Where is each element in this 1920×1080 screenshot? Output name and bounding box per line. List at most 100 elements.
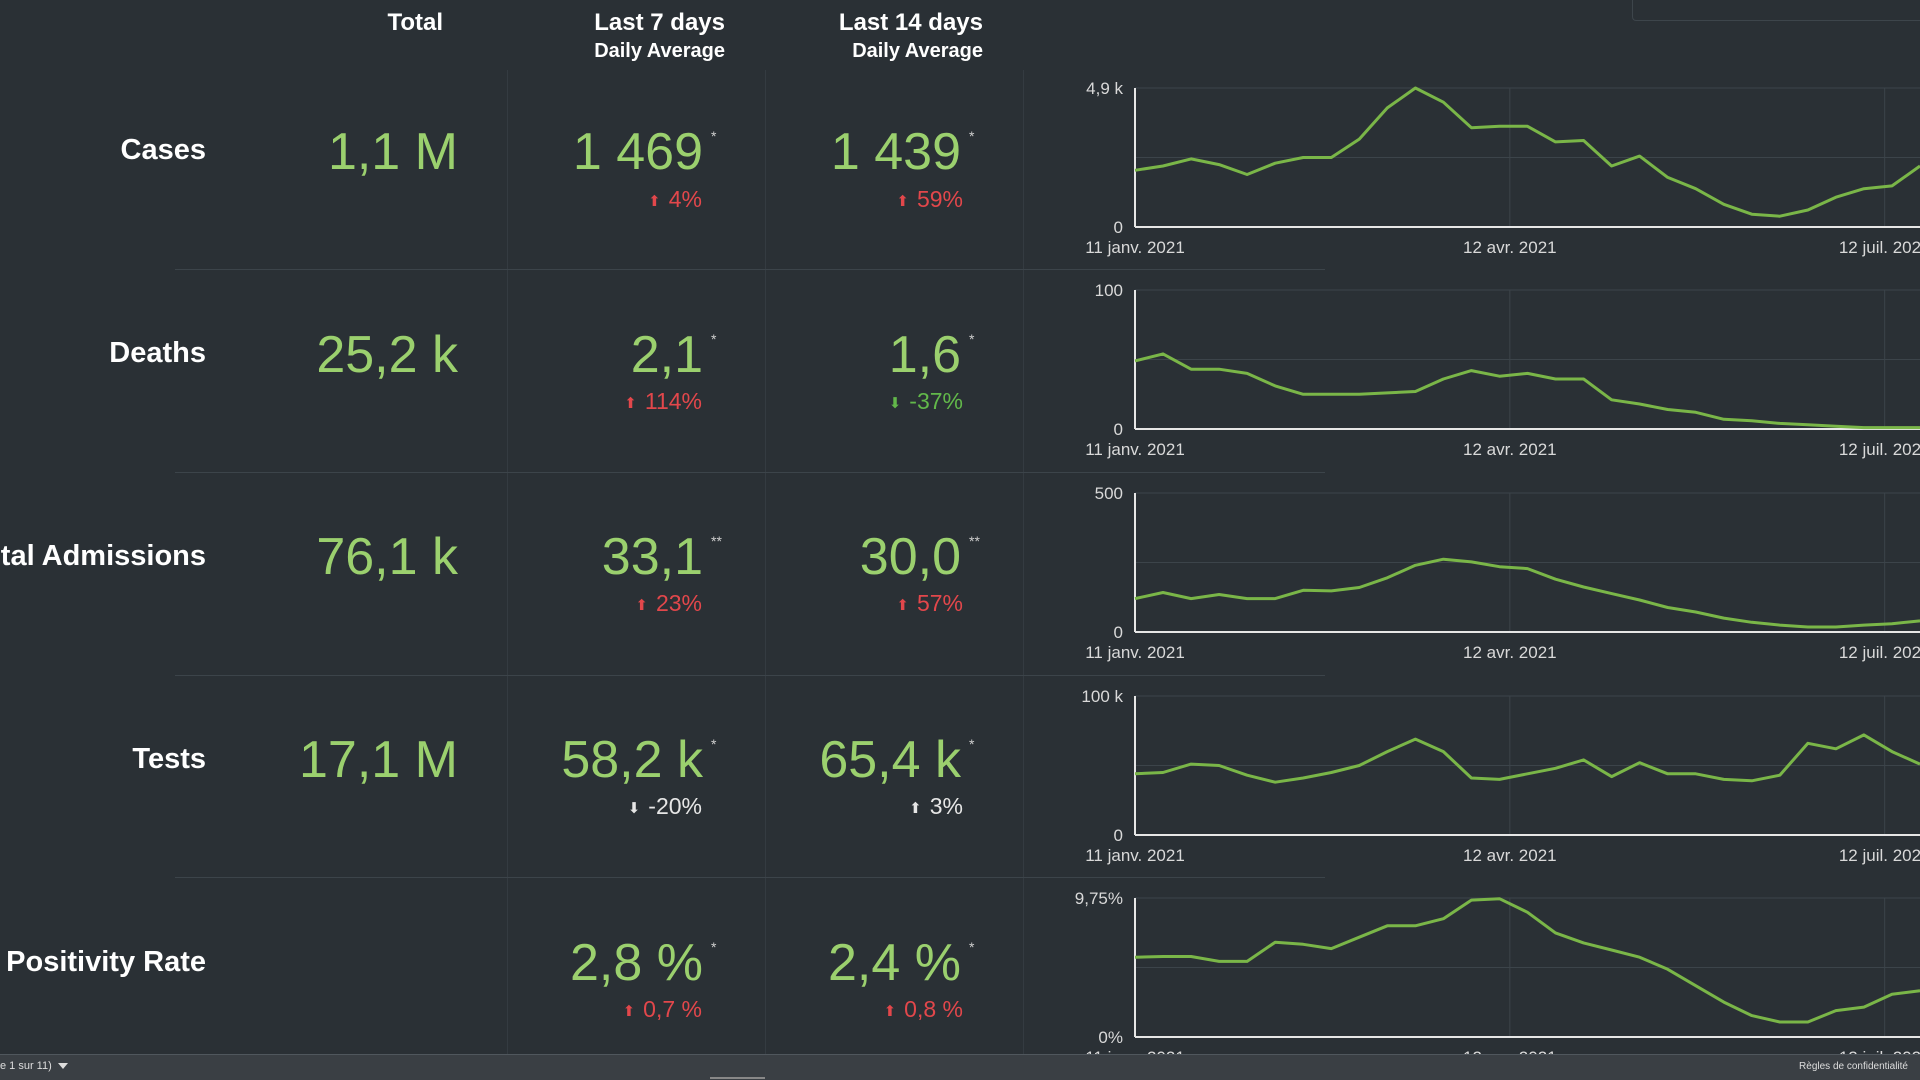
row-divider bbox=[175, 472, 1325, 473]
total-value: 17,1 M bbox=[299, 731, 458, 789]
cases-chart: 0 4,9 k 11 janv. 2021 12 avr. 2021 12 juil. … bbox=[1085, 79, 1920, 257]
y-tick-label: 0% bbox=[1098, 1028, 1123, 1047]
series-line bbox=[1134, 86, 1920, 218]
avg7-value: 33,1 bbox=[601, 528, 703, 586]
avg14-note: * bbox=[969, 331, 975, 347]
arrow-up-icon: ⬆ bbox=[635, 597, 648, 614]
arrow-up-icon: ⬆ bbox=[622, 1003, 636, 1020]
row-divider bbox=[175, 877, 1325, 878]
avg7-value: 58,2 k bbox=[561, 731, 703, 789]
header-last14: Last 14 days Daily Average bbox=[780, 8, 983, 64]
row-label: Positivity Rate bbox=[6, 946, 206, 978]
privacy-link[interactable]: Règles de confidentialité bbox=[1799, 1061, 1908, 1072]
arrow-up-icon: ⬆ bbox=[883, 1003, 897, 1020]
total-value: 25,2 k bbox=[316, 326, 458, 384]
y-tick-label: 500 bbox=[1095, 484, 1123, 503]
x-tick-label: 12 juil. 2021 bbox=[1839, 238, 1920, 257]
row-label: Deaths bbox=[109, 337, 206, 369]
series-line bbox=[1134, 897, 1920, 1024]
row-label: pital Admissions bbox=[0, 540, 206, 572]
avg14-value: 30,0 bbox=[859, 528, 961, 586]
change14-value: 0,8 % bbox=[904, 996, 963, 1022]
row-divider bbox=[175, 269, 1325, 270]
x-tick-label: 12 avr. 2021 bbox=[1463, 440, 1557, 459]
change7-value: -20% bbox=[648, 793, 702, 819]
x-tick-label: 11 janv. 2021 bbox=[1085, 643, 1185, 662]
avg14-note: * bbox=[969, 736, 975, 752]
avg7-note: ** bbox=[711, 533, 722, 549]
header-total: Total bbox=[300, 8, 443, 38]
series-line bbox=[1134, 557, 1920, 629]
avg7-value: 2,1 bbox=[630, 326, 703, 384]
header-last7-label: Last 7 days bbox=[594, 9, 725, 36]
y-tick-label: 9,75% bbox=[1075, 889, 1123, 908]
avg14-value: 65,4 k bbox=[819, 731, 961, 789]
header-last14-sub: Daily Average bbox=[852, 40, 983, 62]
change14: ⬆ 3% bbox=[909, 793, 963, 820]
change7: ⬆ 0,7 % bbox=[623, 996, 702, 1023]
change14: ⬇ -37% bbox=[889, 388, 963, 415]
total-value: 1,1 M bbox=[327, 123, 458, 181]
page-indicator[interactable]: e 1 sur 11) bbox=[0, 1060, 52, 1072]
change14-value: -37% bbox=[909, 388, 963, 414]
avg14-note: ** bbox=[969, 533, 980, 549]
series-line bbox=[1134, 733, 1920, 784]
avg7-note: * bbox=[711, 736, 717, 752]
avg14-value: 1,6 bbox=[888, 326, 961, 384]
row-label: Tests bbox=[132, 743, 206, 775]
chevron-down-icon[interactable] bbox=[58, 1063, 68, 1069]
change7: ⬇ -20% bbox=[628, 793, 702, 820]
change7-value: 4% bbox=[668, 186, 702, 212]
avg7-note: * bbox=[711, 331, 717, 347]
y-tick-label: 0 bbox=[1114, 218, 1123, 237]
y-tick-label: 0 bbox=[1114, 623, 1123, 642]
change14-value: 3% bbox=[929, 793, 963, 819]
change7-value: 23% bbox=[655, 590, 702, 616]
change7-value: 114% bbox=[644, 388, 702, 414]
change14-value: 59% bbox=[916, 186, 963, 212]
avg14-note: * bbox=[969, 128, 975, 144]
x-tick-label: 12 avr. 2021 bbox=[1463, 643, 1557, 662]
avg7-note: * bbox=[711, 128, 717, 144]
change7: ⬆ 114% bbox=[624, 388, 702, 415]
x-tick-label: 11 janv. 2021 bbox=[1085, 846, 1185, 865]
y-tick-label: 100 bbox=[1095, 281, 1123, 300]
column-divider bbox=[507, 70, 508, 1055]
x-tick-label: 11 janv. 2021 bbox=[1085, 440, 1185, 459]
arrow-up-icon: ⬆ bbox=[648, 193, 661, 210]
header-total-label: Total bbox=[387, 9, 443, 36]
header-last7: Last 7 days Daily Average bbox=[520, 8, 725, 64]
arrow-down-icon: ⬇ bbox=[627, 800, 641, 817]
change7: ⬆ 4% bbox=[648, 186, 702, 213]
header-last7-sub: Daily Average bbox=[594, 40, 725, 62]
change14: ⬆ 0,8 % bbox=[884, 996, 963, 1023]
arrow-up-icon: ⬆ bbox=[624, 395, 637, 412]
y-tick-label: 0 bbox=[1114, 826, 1123, 845]
avg7-note: * bbox=[711, 939, 717, 955]
avg14-value: 1 439 bbox=[830, 123, 961, 181]
footer-bar: e 1 sur 11) Règles de confidentialité bbox=[0, 1054, 1920, 1080]
x-tick-label: 12 avr. 2021 bbox=[1463, 846, 1557, 865]
deaths-chart: 0 100 11 janv. 2021 12 avr. 2021 12 juil. 20… bbox=[1085, 281, 1920, 459]
arrow-up-icon: ⬆ bbox=[896, 193, 909, 210]
arrow-down-icon: ⬇ bbox=[888, 395, 902, 412]
change14-value: 57% bbox=[916, 590, 963, 616]
avg14-note: * bbox=[969, 939, 975, 955]
header-last14-label: Last 14 days bbox=[838, 9, 983, 36]
top-right-panel bbox=[1632, 0, 1920, 21]
column-divider bbox=[765, 70, 766, 1055]
arrow-up-icon: ⬆ bbox=[896, 597, 909, 614]
avg14-value: 2,4 % bbox=[828, 934, 961, 992]
row-divider bbox=[175, 675, 1325, 676]
x-tick-label: 12 juil. 2021 bbox=[1839, 440, 1920, 459]
scroll-indicator bbox=[710, 1077, 765, 1079]
x-tick-label: 12 juil. 2021 bbox=[1839, 643, 1920, 662]
x-tick-label: 11 janv. 2021 bbox=[1085, 238, 1185, 257]
avg7-value: 1 469 bbox=[572, 123, 703, 181]
x-tick-label: 12 avr. 2021 bbox=[1463, 238, 1557, 257]
y-tick-label: 0 bbox=[1114, 420, 1123, 439]
series-line bbox=[1134, 352, 1920, 430]
total-value: 76,1 k bbox=[316, 528, 458, 586]
y-tick-label: 4,9 k bbox=[1086, 79, 1123, 98]
